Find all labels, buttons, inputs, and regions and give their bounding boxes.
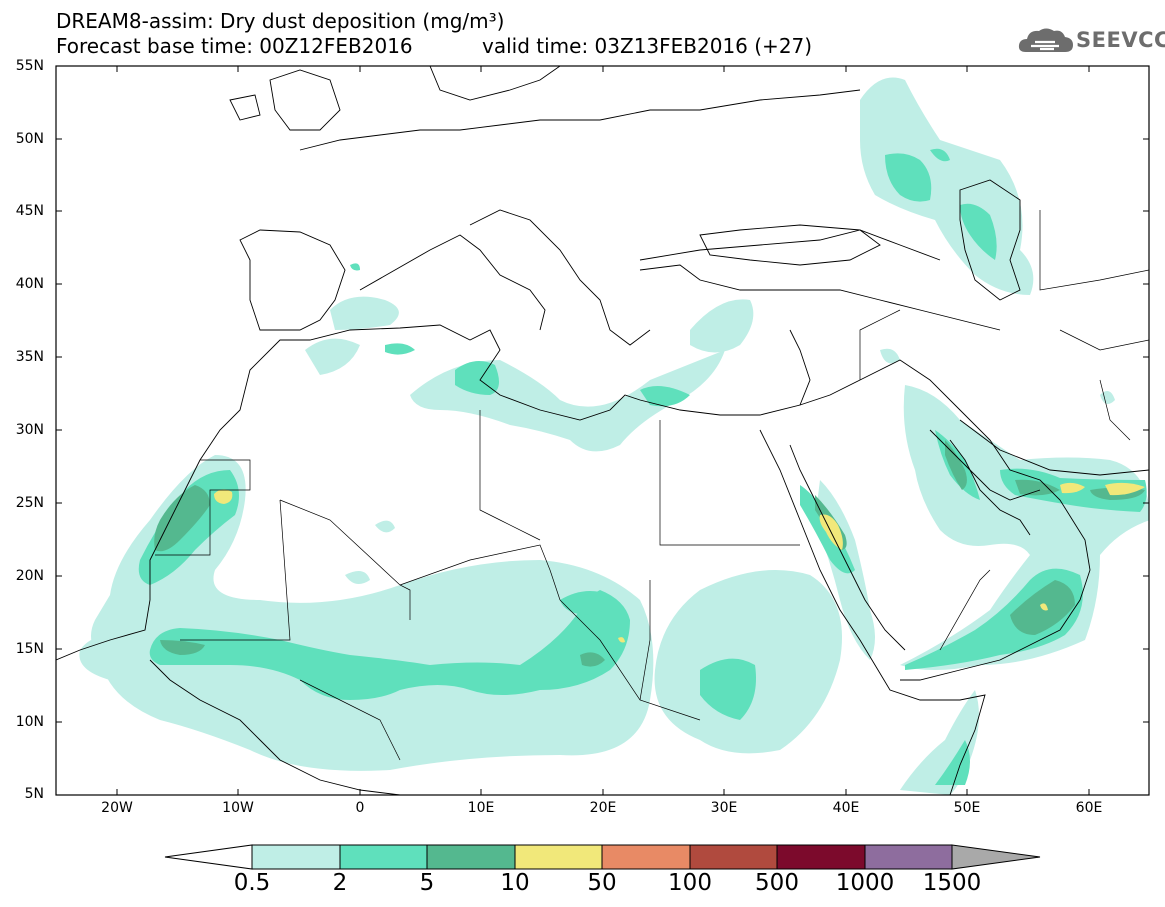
colorbar-label: 500 xyxy=(755,870,799,896)
lon-label: 60E xyxy=(1075,800,1103,816)
colorbar-label: 1000 xyxy=(835,870,895,896)
colorbar-swatch xyxy=(601,844,691,870)
colorbar-swatch xyxy=(514,844,603,870)
colorbar xyxy=(164,844,1041,870)
lon-label: 50E xyxy=(953,800,981,816)
coastlines xyxy=(56,66,1149,795)
colorbar-swatch xyxy=(776,844,866,870)
colorbar-swatch xyxy=(251,844,341,870)
lat-label: 25N xyxy=(15,495,44,511)
colorbar-label: 1500 xyxy=(922,870,982,896)
lat-label: 30N xyxy=(15,422,44,438)
dust-level-0.5 xyxy=(79,77,1149,795)
dust-field xyxy=(79,77,1149,795)
lon-label: 40E xyxy=(832,800,860,816)
colorbar-swatch xyxy=(864,844,953,870)
lat-label: 50N xyxy=(15,131,44,147)
lon-label: 20E xyxy=(589,800,617,816)
lat-label: 35N xyxy=(15,349,44,365)
lat-label: 10N xyxy=(15,714,44,730)
colorbar-label: 5 xyxy=(419,870,435,896)
colorbar-label: 0.5 xyxy=(233,870,271,896)
lon-label: 10E xyxy=(467,800,495,816)
lat-label: 40N xyxy=(15,276,44,292)
cloud-icon xyxy=(1018,28,1073,52)
lat-label: 15N xyxy=(15,641,44,657)
lon-label: 10W xyxy=(222,800,254,816)
valid-time: valid time: 03Z13FEB2016 (+27) xyxy=(482,34,813,58)
forecast-base-time: Forecast base time: 00Z12FEB2016 xyxy=(56,34,413,58)
seevccc-logo: SEEVCCC xyxy=(1018,24,1165,58)
axis-ticks xyxy=(56,65,1149,796)
colorbar-label: 10 xyxy=(500,870,530,896)
lat-label: 55N xyxy=(15,58,44,74)
lat-label: 20N xyxy=(15,568,44,584)
logo-text: SEEVCCC xyxy=(1076,28,1165,52)
lon-label: 20W xyxy=(101,800,133,816)
colorbar-swatch xyxy=(339,844,428,870)
colorbar-swatch xyxy=(426,844,516,870)
colorbar-high-arrow xyxy=(951,844,1041,870)
chart-title: DREAM8-assim: Dry dust deposition (mg/m³… xyxy=(56,9,505,33)
colorbar-low-arrow xyxy=(164,844,253,870)
lat-label: 45N xyxy=(15,203,44,219)
colorbar-label: 100 xyxy=(668,870,712,896)
colorbar-label: 2 xyxy=(332,870,348,896)
colorbar-swatch xyxy=(689,844,778,870)
lon-label: 30E xyxy=(710,800,738,816)
lat-label: 5N xyxy=(24,786,44,802)
lon-label: 0 xyxy=(355,800,365,816)
colorbar-label: 50 xyxy=(587,870,617,896)
